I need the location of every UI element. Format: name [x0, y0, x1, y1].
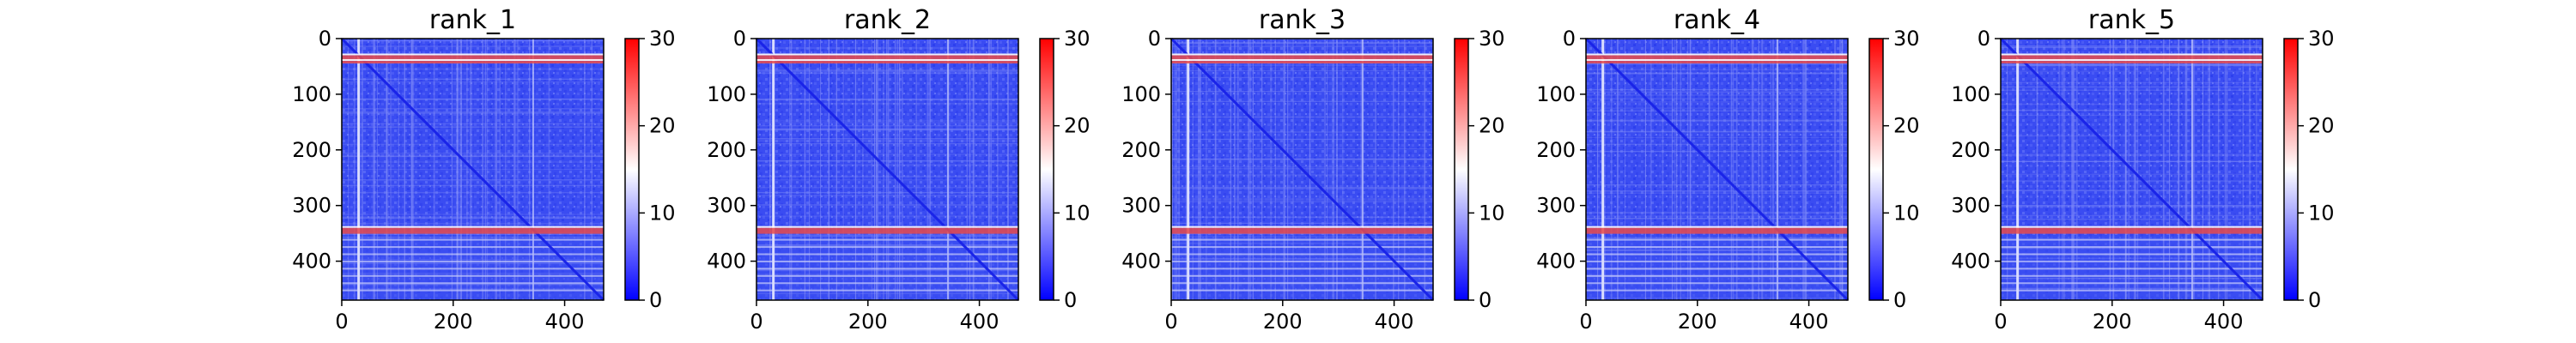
y-tick-label: 400: [292, 250, 331, 274]
panel-title: rank_1: [429, 5, 516, 35]
panel-title: rank_5: [2088, 5, 2175, 35]
x-tick-label: 200: [2093, 310, 2132, 334]
x-tick-label: 200: [434, 310, 473, 334]
y-tick-label: 0: [1148, 27, 1161, 51]
y-tick-label: 0: [1978, 27, 1990, 51]
panel-title: rank_4: [1674, 5, 1760, 35]
y-tick-label: 100: [1121, 82, 1161, 106]
y-tick-label: 300: [1951, 194, 1990, 218]
x-tick-label: 200: [848, 310, 888, 334]
colorbar: 0 10 20 30: [1039, 27, 1091, 312]
heatmap-panel: rank_5 0 100 200 300 400 0 200 400 0 10 20 30: [1951, 5, 2334, 334]
y-tick-label: 200: [1121, 138, 1161, 162]
colorbar-tick-label: 0: [1479, 288, 1492, 312]
y-tick-label: 200: [292, 138, 331, 162]
heatmap-panel: rank_2 0 100 200 300 400 0 200 400 0 10 20 30: [707, 5, 1090, 334]
heatmap-panel: rank_4 0 100 200 300 400 0 200 400 0 10 20 30: [1536, 5, 1919, 334]
x-tick-label: 200: [1678, 310, 1717, 334]
y-tick-label: 200: [1536, 138, 1576, 162]
x-tick-label: 0: [750, 310, 762, 334]
colorbar-tick-label: 10: [2308, 201, 2335, 225]
x-tick-label: 200: [1263, 310, 1303, 334]
colorbar-tick-label: 30: [649, 27, 676, 51]
y-tick-label: 300: [707, 194, 746, 218]
x-tick-label: 0: [1994, 310, 2007, 334]
x-tick-label: 0: [1164, 310, 1177, 334]
y-tick-label: 100: [707, 82, 746, 106]
x-tick-label: 400: [960, 310, 999, 334]
colorbar-tick-label: 10: [1064, 201, 1091, 225]
colorbar-tick-label: 30: [1893, 27, 1920, 51]
colorbar-tick-label: 0: [1893, 288, 1906, 312]
colorbar-tick-label: 10: [1893, 201, 1920, 225]
colorbar-tick-label: 20: [1893, 114, 1920, 138]
x-tick-label: 400: [1375, 310, 1414, 334]
y-tick-label: 300: [1536, 194, 1576, 218]
y-tick-label: 200: [1951, 138, 1990, 162]
colorbar-tick-label: 30: [2308, 27, 2335, 51]
y-tick-label: 100: [1536, 82, 1576, 106]
panel-title: rank_2: [844, 5, 931, 35]
colorbar-tick-label: 0: [1064, 288, 1077, 312]
x-tick-label: 400: [545, 310, 585, 334]
colorbar-tick-label: 10: [1479, 201, 1505, 225]
heatmap-matrix: [340, 37, 605, 302]
colorbar-tick-label: 20: [1064, 114, 1091, 138]
x-tick-label: 0: [1579, 310, 1592, 334]
colorbar-tick-label: 0: [649, 288, 662, 312]
colorbar-tick-label: 10: [649, 201, 676, 225]
heatmap-matrix: [1170, 37, 1435, 302]
y-tick-label: 400: [1951, 250, 1990, 274]
colorbar: 0 10 20 30: [2283, 27, 2335, 312]
colorbar-tick-label: 30: [1064, 27, 1091, 51]
x-tick-label: 400: [1789, 310, 1829, 334]
colorbar: 0 10 20 30: [1868, 27, 1920, 312]
y-tick-label: 300: [1121, 194, 1161, 218]
colorbar-tick-label: 20: [1479, 114, 1505, 138]
heatmap-panel: rank_3 0 100 200 300 400 0 200 400 0 10 20 30: [1121, 5, 1504, 334]
colorbar: 0 10 20 30: [1454, 27, 1505, 312]
colorbar-tick-label: 30: [1479, 27, 1505, 51]
y-tick-label: 0: [1563, 27, 1576, 51]
colorbar-tick-label: 20: [649, 114, 676, 138]
y-tick-label: 0: [733, 27, 746, 51]
heatmap-matrix: [1999, 37, 2264, 302]
heatmap-matrix: [755, 37, 1020, 302]
colorbar-tick-label: 0: [2308, 288, 2321, 312]
y-tick-label: 400: [707, 250, 746, 274]
colorbar-tick-label: 20: [2308, 114, 2335, 138]
heatmap-matrix: [1584, 37, 1850, 302]
y-tick-label: 400: [1121, 250, 1161, 274]
panel-title: rank_3: [1259, 5, 1346, 35]
y-tick-label: 0: [319, 27, 331, 51]
colorbar: 0 10 20 30: [624, 27, 676, 312]
x-tick-label: 400: [2204, 310, 2244, 334]
heatmap-panel: rank_1 0 100 200 300 400 0 200 400 0 10 20 30: [292, 5, 675, 334]
y-tick-label: 100: [292, 82, 331, 106]
y-tick-label: 300: [292, 194, 331, 218]
y-tick-label: 200: [707, 138, 746, 162]
y-tick-label: 100: [1951, 82, 1990, 106]
x-tick-label: 0: [335, 310, 348, 334]
y-tick-label: 400: [1536, 250, 1576, 274]
